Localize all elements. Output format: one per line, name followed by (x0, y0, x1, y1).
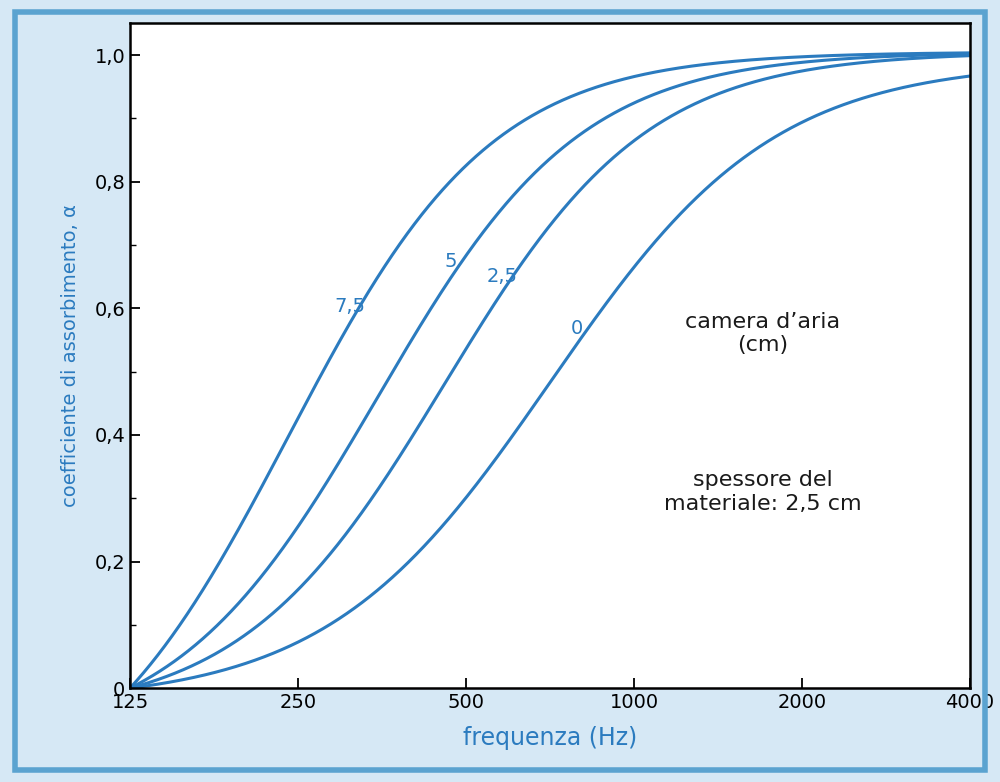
Text: 0: 0 (571, 319, 583, 338)
Y-axis label: coefficiente di assorbimento, α: coefficiente di assorbimento, α (61, 204, 80, 508)
Text: 2,5: 2,5 (486, 267, 517, 286)
Text: camera d’aria
(cm): camera d’aria (cm) (685, 312, 840, 355)
Text: spessore del
materiale: 2,5 cm: spessore del materiale: 2,5 cm (664, 470, 861, 514)
X-axis label: frequenza (Hz): frequenza (Hz) (463, 726, 637, 750)
Text: 5: 5 (445, 252, 457, 271)
Text: 7,5: 7,5 (335, 297, 366, 317)
